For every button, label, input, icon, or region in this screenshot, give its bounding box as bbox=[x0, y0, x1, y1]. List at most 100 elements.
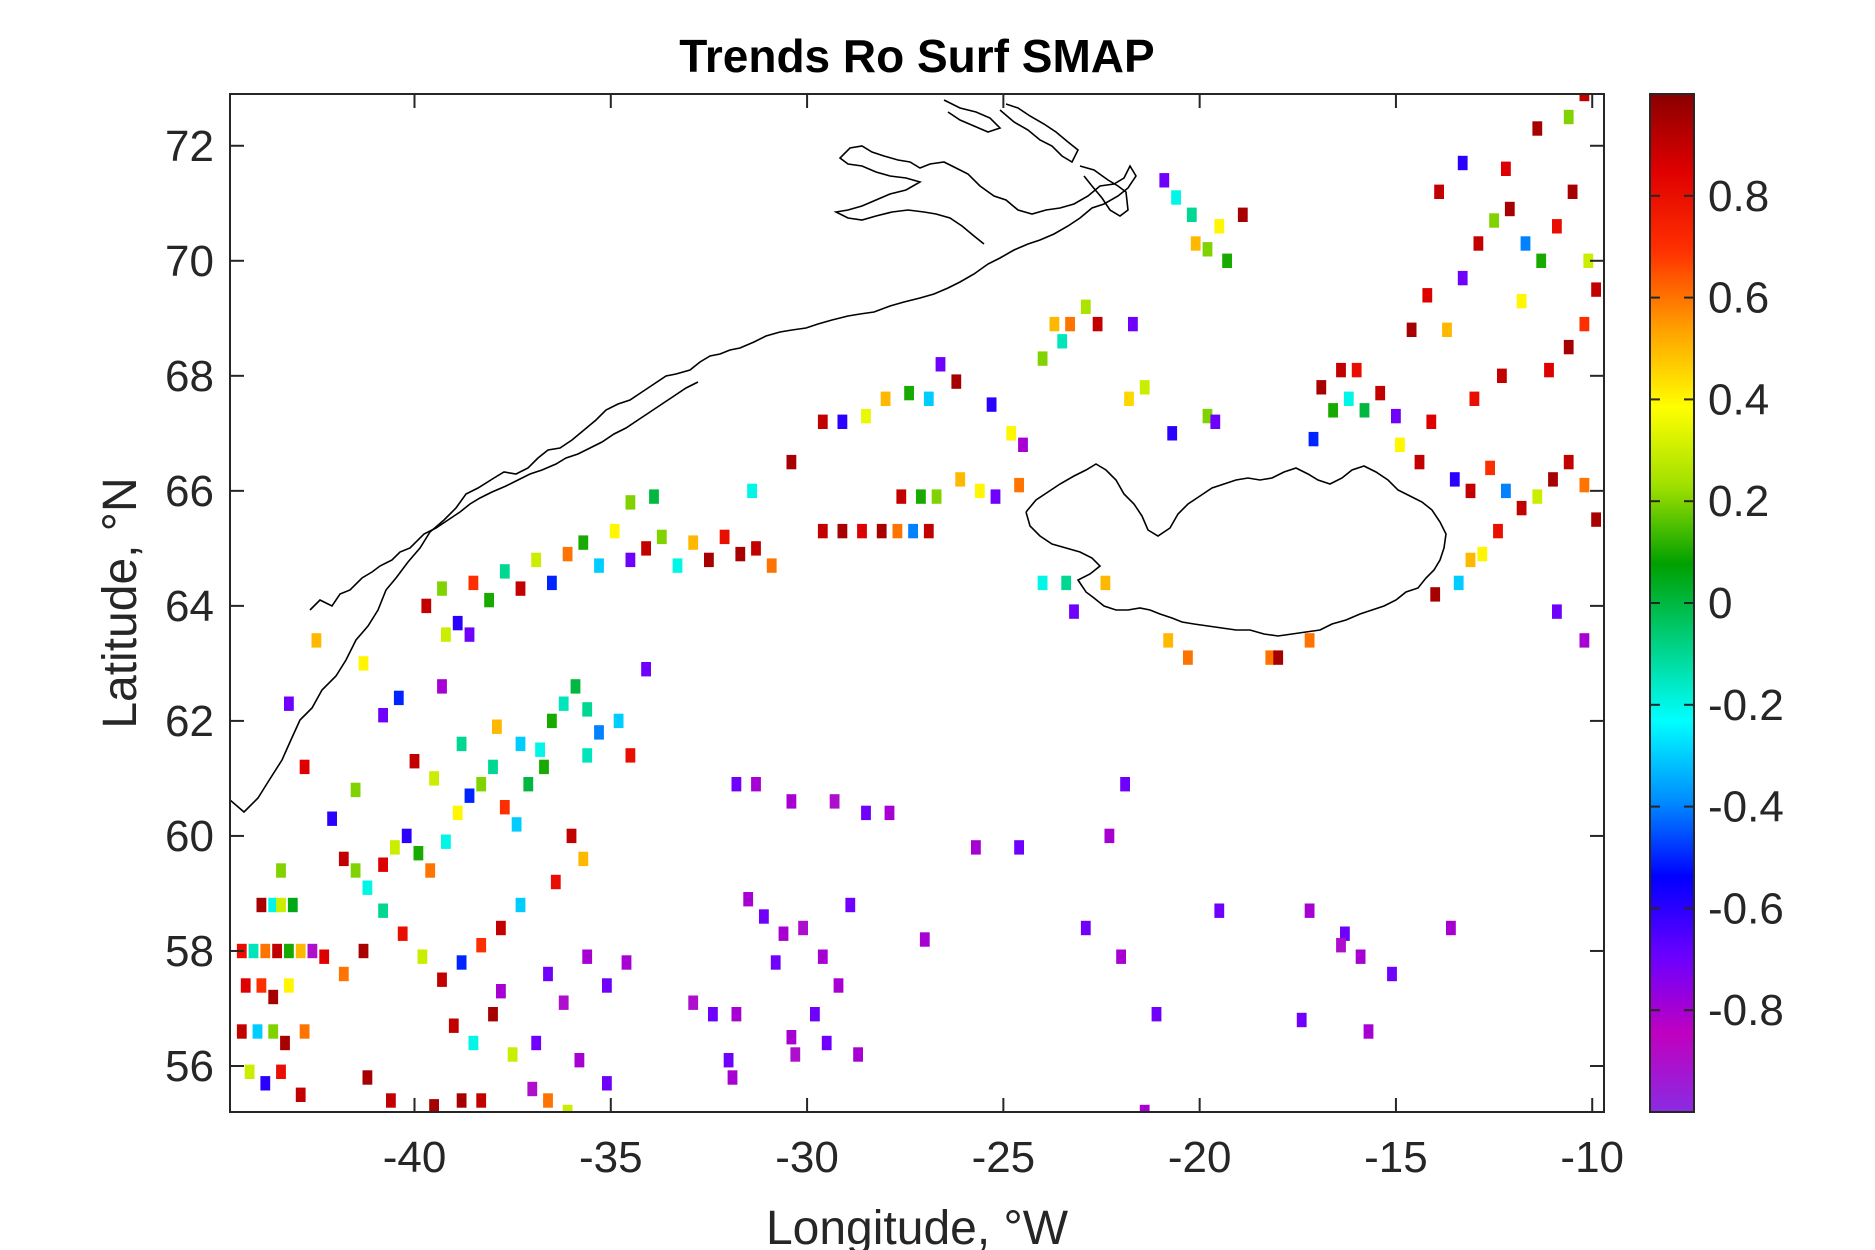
heatmap-cell bbox=[990, 489, 1001, 504]
heatmap-cell bbox=[625, 748, 636, 763]
heatmap-cell bbox=[1014, 477, 1024, 493]
heatmap-cell bbox=[452, 805, 463, 821]
heatmap-cell bbox=[1359, 403, 1370, 418]
heatmap-cell bbox=[625, 552, 636, 568]
heatmap-cell bbox=[656, 529, 667, 545]
heatmap-cell bbox=[861, 408, 871, 424]
heatmap-cell bbox=[1375, 385, 1386, 401]
heatmap-cell bbox=[845, 897, 856, 913]
heatmap-cell bbox=[1296, 1012, 1307, 1028]
heatmap-cell bbox=[327, 811, 337, 826]
heatmap-cell bbox=[1516, 500, 1527, 516]
y-tick-label: 70 bbox=[165, 237, 214, 286]
heatmap-cell bbox=[1069, 604, 1079, 619]
heatmap-cell bbox=[488, 759, 498, 775]
heatmap-cell bbox=[527, 1081, 538, 1097]
heatmap-cell bbox=[919, 932, 930, 947]
heatmap-cell bbox=[951, 374, 962, 389]
heatmap-cell bbox=[547, 575, 557, 591]
heatmap-cell bbox=[1328, 403, 1338, 418]
heatmap-cell bbox=[507, 1047, 518, 1062]
heatmap-cell bbox=[1465, 552, 1476, 568]
heatmap-cell bbox=[1128, 316, 1138, 332]
heatmap-cell bbox=[1100, 575, 1111, 591]
heatmap-cell bbox=[511, 817, 522, 832]
heatmap-cell bbox=[1237, 207, 1248, 222]
greenland-coast-detail bbox=[309, 381, 699, 611]
heatmap-cell bbox=[1340, 926, 1350, 941]
heatmap-cell bbox=[837, 414, 848, 429]
heatmap-cell bbox=[295, 1087, 306, 1102]
heatmap-cell bbox=[1202, 408, 1213, 424]
heatmap-cell bbox=[476, 938, 487, 953]
heatmap-cell bbox=[1548, 472, 1558, 487]
colorbar-tick-label: -0.2 bbox=[1708, 681, 1784, 730]
heatmap-cell bbox=[531, 552, 542, 568]
heatmap-cell bbox=[672, 558, 683, 573]
heatmap-cell bbox=[1579, 316, 1590, 332]
heatmap-cell bbox=[786, 1030, 797, 1045]
heatmap-cell bbox=[496, 984, 506, 999]
heatmap-cell bbox=[252, 1024, 263, 1039]
heatmap-cell bbox=[1167, 426, 1178, 441]
heatmap-cell bbox=[429, 1099, 439, 1112]
heatmap-cell bbox=[437, 679, 447, 694]
y-tick-label: 60 bbox=[165, 812, 214, 861]
y-tick-label: 68 bbox=[165, 352, 214, 401]
heatmap-cell bbox=[476, 777, 487, 792]
heatmap-cell bbox=[319, 949, 330, 964]
heatmap-cell bbox=[492, 719, 502, 734]
heatmap-cell bbox=[1171, 190, 1181, 205]
heatmap-cell bbox=[1080, 920, 1091, 936]
colorbar-tick-label: -0.8 bbox=[1708, 986, 1784, 1035]
heatmap-cell bbox=[417, 949, 428, 964]
heatmap-cell bbox=[248, 943, 259, 959]
heatmap-cell bbox=[751, 777, 761, 792]
heatmap-cell bbox=[578, 535, 589, 550]
heatmap-cell bbox=[1006, 426, 1017, 441]
heatmap-cell bbox=[1552, 604, 1562, 619]
heatmap-cell bbox=[1363, 1024, 1374, 1039]
heatmap-cell bbox=[884, 805, 895, 821]
heatmap-cell bbox=[971, 840, 981, 855]
heatmap-cell bbox=[484, 592, 494, 608]
heatmap-cell bbox=[1430, 587, 1441, 602]
x-tick-label: -30 bbox=[775, 1133, 839, 1182]
heatmap-cell bbox=[704, 552, 714, 568]
heatmap-cell bbox=[448, 1018, 459, 1033]
heatmap-cell bbox=[880, 391, 891, 406]
y-tick-label: 64 bbox=[165, 582, 214, 631]
heatmap-cell bbox=[770, 955, 781, 970]
heatmap-cell bbox=[1336, 362, 1346, 378]
heatmap-cell bbox=[735, 546, 746, 562]
heatmap-cell bbox=[1057, 334, 1068, 349]
heatmap-cell bbox=[268, 1024, 279, 1039]
heatmap-cell bbox=[786, 794, 797, 809]
heatmap-cell bbox=[409, 754, 420, 769]
heatmap-cell bbox=[1355, 949, 1366, 964]
heatmap-cell bbox=[1037, 575, 1048, 591]
heatmap-cell bbox=[456, 955, 467, 970]
heatmap-cell bbox=[1190, 236, 1201, 251]
y-tick-label: 66 bbox=[165, 467, 214, 516]
heatmap-cell bbox=[558, 995, 569, 1010]
heatmap-cell bbox=[1563, 339, 1574, 355]
colorbar-tick-label: 0 bbox=[1708, 579, 1732, 628]
heatmap-cell bbox=[562, 546, 573, 562]
heatmap-cell bbox=[1446, 920, 1456, 936]
heatmap-cell bbox=[1308, 431, 1319, 447]
heatmap-cell bbox=[338, 966, 349, 982]
heatmap-cell bbox=[240, 978, 251, 993]
y-tick-label: 58 bbox=[165, 927, 214, 976]
heatmap-cell bbox=[299, 1024, 310, 1039]
x-tick-label: -15 bbox=[1364, 1133, 1428, 1182]
heatmap-cell bbox=[1579, 477, 1590, 493]
heatmap-cell bbox=[437, 581, 447, 596]
heatmap-cell bbox=[531, 1035, 542, 1051]
heatmap-cell bbox=[1316, 380, 1327, 395]
heatmap-cell bbox=[1186, 207, 1197, 222]
heatmap-cell bbox=[456, 1093, 467, 1108]
heatmap-cell bbox=[1139, 380, 1150, 395]
heatmap-cell bbox=[743, 892, 754, 907]
heatmap-cell bbox=[280, 1035, 290, 1051]
